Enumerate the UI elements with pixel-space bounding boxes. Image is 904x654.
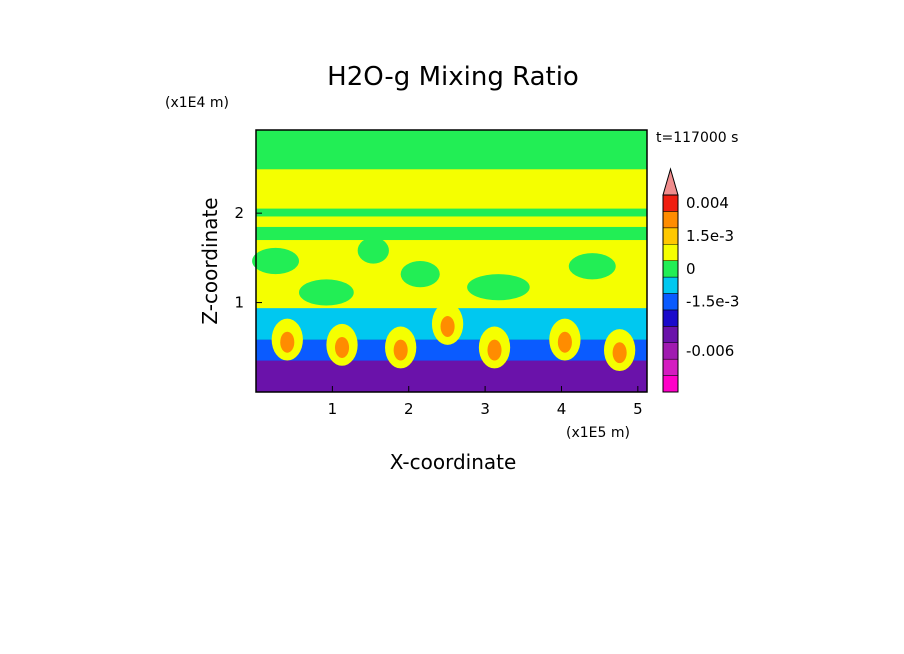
field-patch-3 [467,274,530,301]
field-patch-4 [568,253,616,280]
field-patch-0 [252,247,300,275]
colorbar-arrow [662,167,679,196]
colorbar: 0.004 1.5e-3 0 -1.5e-3 -0.006 [662,167,739,393]
field-core-3 [440,316,455,337]
y-axis-label: Z-coordinate [198,197,222,324]
x-unit-label: (x1E5 m) [566,425,630,441]
colorbar-cell [662,260,679,278]
x-axis-ticks: 1 2 3 4 5 [328,386,643,418]
x-tick-label: 4 [557,400,567,418]
x-tick-label: 5 [633,400,643,418]
field-band-upper-yellow [256,169,647,209]
colorbar-cell [662,227,679,245]
x-tick-label: 3 [480,400,490,418]
plot-frame [255,129,648,393]
field-patch-1 [299,279,354,306]
x-tick-label: 2 [404,400,414,418]
colorbar-tick-label: 1.5e-3 [686,227,734,245]
y-tick-label: 1 [234,294,244,312]
y-axis-ticks: 12 [234,204,262,312]
colorbar-cells [662,167,679,393]
colorbar-tick-label: -1.5e-3 [686,293,739,311]
field-core-0 [280,331,295,353]
colorbar-cell [662,342,679,360]
field-patch-2 [400,261,440,288]
time-label: t=117000 s [656,130,738,146]
field-core-5 [557,331,572,353]
colorbar-cell [662,358,679,376]
colorbar-cell [662,326,679,344]
y-unit-label: (x1E4 m) [165,95,229,111]
colorbar-cell [662,375,679,393]
field-core-2 [393,339,408,361]
y-tick-label: 2 [234,204,244,222]
field-core-4 [487,339,502,361]
mixing-ratio-field [252,130,647,392]
field-core-1 [334,336,350,358]
colorbar-cell [662,293,679,311]
field-band-bottom [256,360,647,392]
field-band-thin-yellow [256,216,647,227]
colorbar-frame [662,194,679,393]
colorbar-cell [662,194,679,212]
x-axis-label: X-coordinate [390,450,517,474]
colorbar-cell [662,211,679,229]
colorbar-cell [662,244,679,261]
field-patch-5 [357,237,389,264]
x-tick-label: 1 [328,400,338,418]
colorbar-ticks: 0.004 1.5e-3 0 -1.5e-3 -0.006 [686,194,739,360]
chart-title: H2O-g Mixing Ratio [327,62,579,92]
colorbar-tick-label: 0.004 [686,194,729,212]
colorbar-tick-label: 0 [686,260,696,278]
colorbar-cell [662,309,679,327]
field-core-6 [612,342,627,364]
colorbar-cell [662,276,679,294]
colorbar-tick-label: -0.006 [686,342,734,360]
